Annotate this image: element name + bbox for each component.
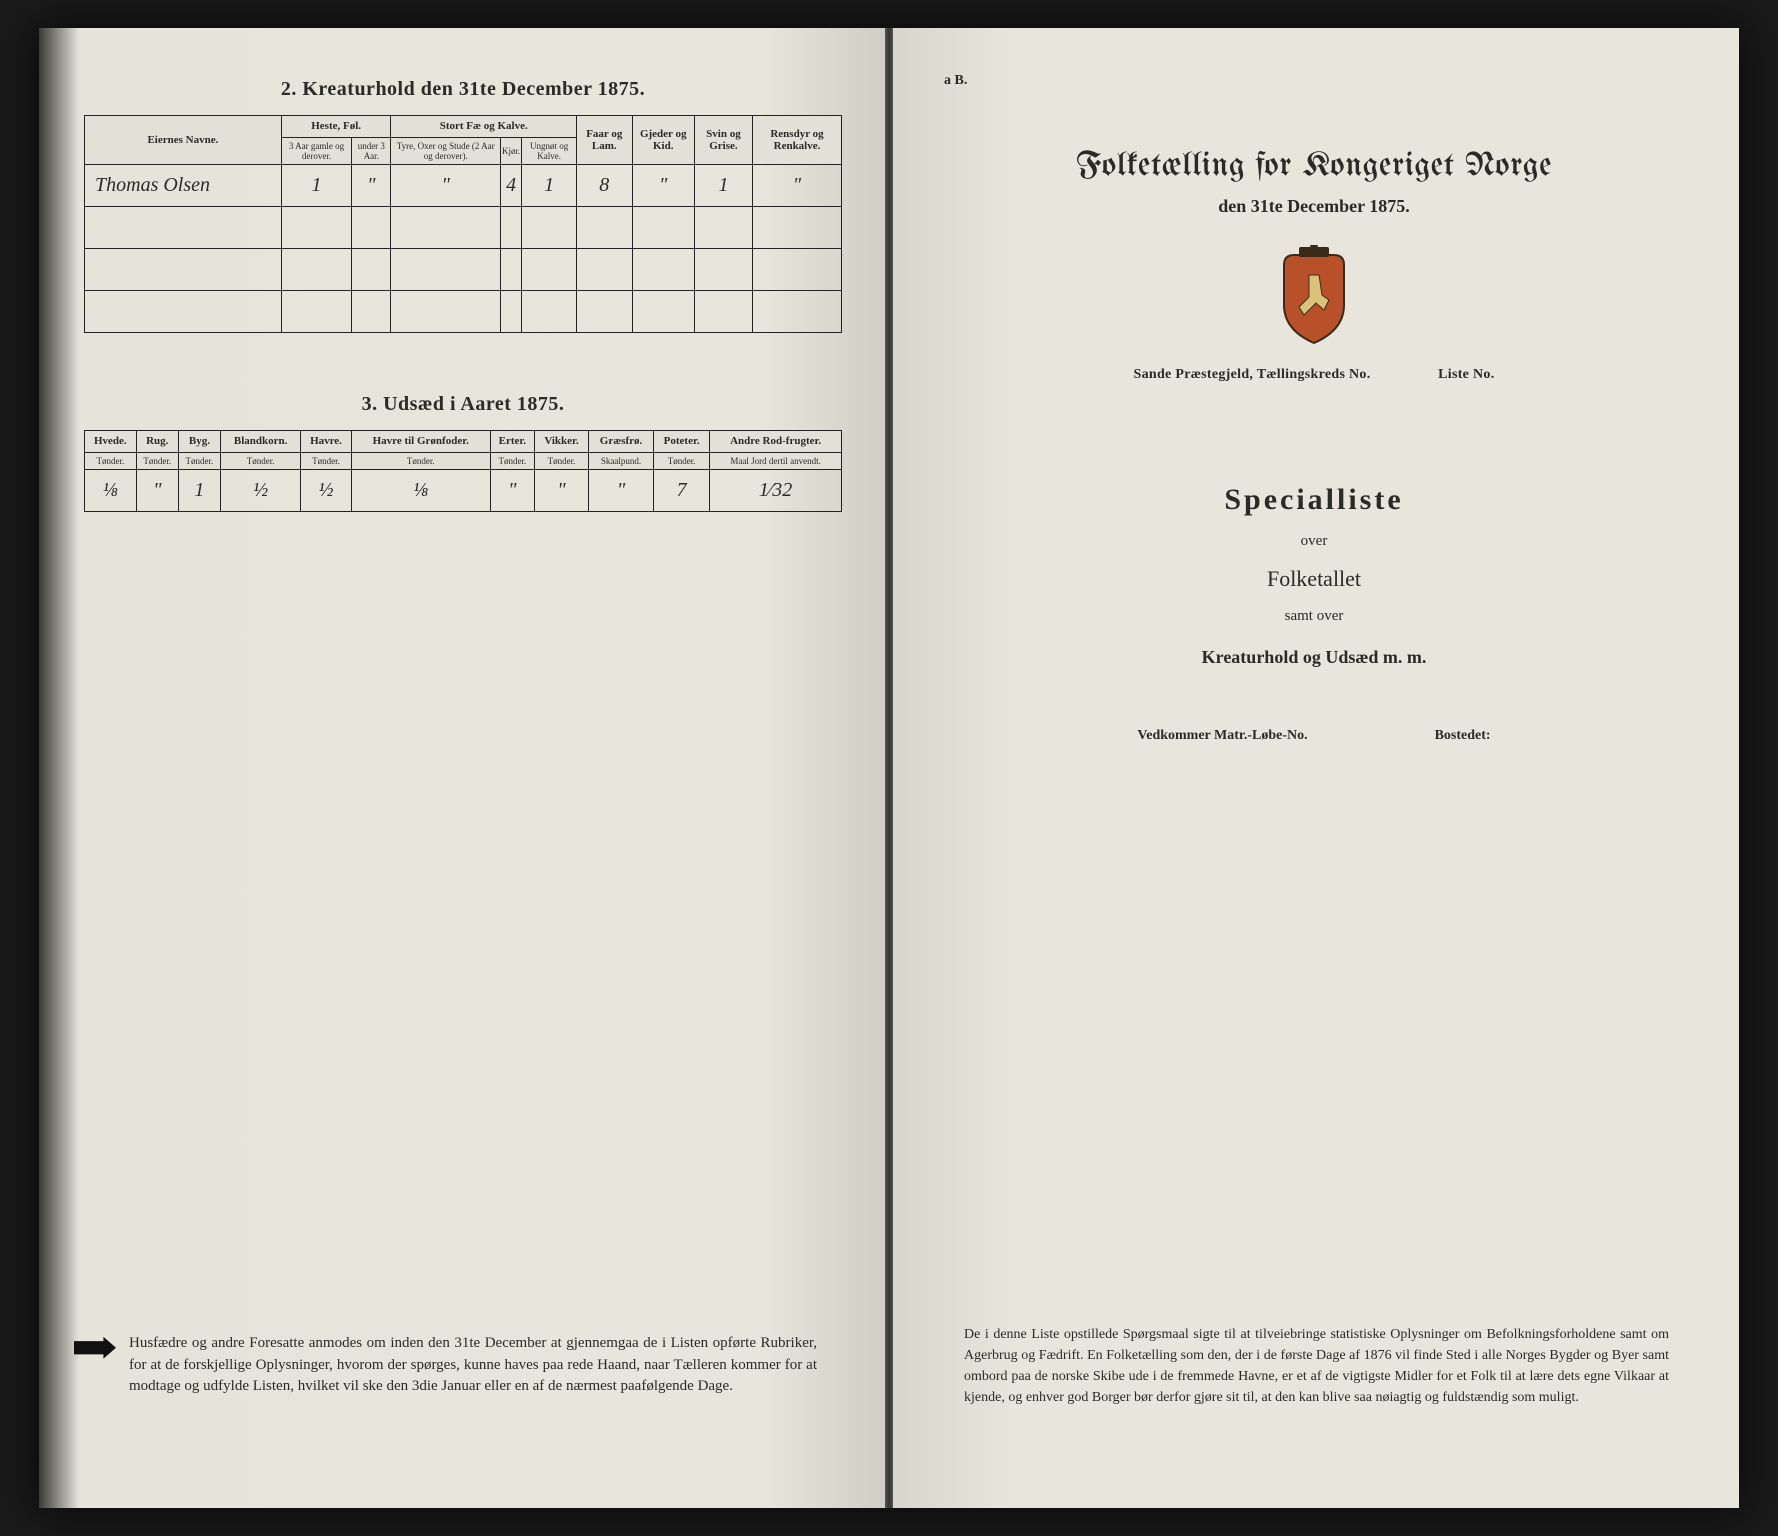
matr-b: Bostedet: <box>1435 728 1491 743</box>
th-stort-c: Ungnøt og Kalve. <box>522 137 577 165</box>
th-heste-b: under 3 Aar. <box>352 137 391 165</box>
th: Havre. <box>301 431 352 453</box>
th-stort-a: Tyre, Oxer og Stude (2 Aar og derover). <box>391 137 501 165</box>
left-footnote: Husfædre og andre Foresatte anmodes om i… <box>129 1333 817 1398</box>
th-rensdyr: Rensdyr og Renkalve. <box>753 116 842 165</box>
th-sub: Tønder. <box>136 452 178 469</box>
pointing-hand-icon <box>74 1337 116 1359</box>
note-text: Husfædre og andre Foresatte anmodes om i… <box>129 1335 817 1395</box>
th-stort: Stort Fæ og Kalve. <box>391 116 577 138</box>
cell: 1 <box>178 470 220 512</box>
parish-b: Liste No. <box>1438 367 1494 382</box>
cell: " <box>588 470 653 512</box>
cell: 1 <box>522 165 577 207</box>
cell: ½ <box>301 470 352 512</box>
cell: 4 <box>501 165 522 207</box>
table-row: Thomas Olsen 1 " " 4 1 8 " 1 " <box>85 165 842 207</box>
th: Erter. <box>490 431 534 453</box>
spec-over: over <box>934 533 1694 550</box>
table-row: ⅛ " 1 ½ ½ ⅛ " " " 7 1⁄32 <box>85 470 842 512</box>
spec-folketallet: Folketallet <box>934 566 1694 592</box>
th-gjeder: Gjeder og Kid. <box>632 116 694 165</box>
section-3-title: 3. Udsæd i Aaret 1875. <box>84 393 842 416</box>
cell: 1 <box>694 165 752 207</box>
th: Blandkorn. <box>221 431 301 453</box>
book-spread: 2. Kreaturhold den 31te December 1875. E… <box>39 28 1739 1508</box>
th: Rug. <box>136 431 178 453</box>
cell: 1⁄32 <box>710 470 842 512</box>
section-2-title: 2. Kreaturhold den 31te December 1875. <box>84 78 842 101</box>
th: Havre til Grønfoder. <box>351 431 490 453</box>
th-heste-a: 3 Aar gamle og derover. <box>281 137 351 165</box>
th-sub: Tønder. <box>535 452 589 469</box>
table-row <box>85 207 842 249</box>
th-sub: Tønder. <box>654 452 710 469</box>
cell-owner: Thomas Olsen <box>85 165 282 207</box>
cell: 8 <box>577 165 633 207</box>
th-svin: Svin og Grise. <box>694 116 752 165</box>
cell: 7 <box>654 470 710 512</box>
cell: ½ <box>221 470 301 512</box>
th-sub: Skaalpund. <box>588 452 653 469</box>
cell: " <box>632 165 694 207</box>
th-sub: Tønder. <box>85 452 137 469</box>
right-footnote: De i denne Liste opstillede Spørgsmaal s… <box>964 1324 1669 1408</box>
th: Vikker. <box>535 431 589 453</box>
th-sub: Tønder. <box>178 452 220 469</box>
census-date: den 31te December 1875. <box>934 196 1694 217</box>
cell: " <box>490 470 534 512</box>
parish-line: Sande Præstegjeld, Tællingskreds No. Lis… <box>934 367 1694 383</box>
cell: 1 <box>281 165 351 207</box>
table-udsaed: Hvede. Rug. Byg. Blandkorn. Havre. Havre… <box>84 430 842 512</box>
page-edge-shadow <box>39 28 79 1508</box>
cell: " <box>535 470 589 512</box>
th: Hvede. <box>85 431 137 453</box>
matr-a: Vedkommer Matr.-Løbe-No. <box>1137 728 1307 743</box>
th: Byg. <box>178 431 220 453</box>
matr-line: Vedkommer Matr.-Løbe-No. Bostedet: <box>934 728 1694 744</box>
th-faar: Faar og Lam. <box>577 116 633 165</box>
spine <box>885 28 893 1508</box>
cell: " <box>352 165 391 207</box>
table-kreaturhold: Eiernes Navne. Heste, Føl. Stort Fæ og K… <box>84 115 842 333</box>
cell: ⅛ <box>85 470 137 512</box>
cell: " <box>136 470 178 512</box>
th: Græsfrø. <box>588 431 653 453</box>
parish-a: Sande Præstegjeld, Tællingskreds No. <box>1133 367 1370 382</box>
table-row <box>85 291 842 333</box>
th-sub: Tønder. <box>221 452 301 469</box>
main-title: Folketælling for Kongeriget Norge <box>934 148 1694 184</box>
cell: " <box>753 165 842 207</box>
table-row <box>85 249 842 291</box>
cell: ⅛ <box>351 470 490 512</box>
th-owner: Eiernes Navne. <box>85 116 282 165</box>
th: Andre Rod-frugter. <box>710 431 842 453</box>
cell: " <box>391 165 501 207</box>
spec-kreatur: Kreaturhold og Udsæd m. m. <box>934 647 1694 668</box>
specialliste-title: Specialliste <box>934 483 1694 517</box>
spec-samt: samt over <box>934 608 1694 625</box>
th-sub: Tønder. <box>351 452 490 469</box>
th-sub: Tønder. <box>301 452 352 469</box>
th: Poteter. <box>654 431 710 453</box>
th-stort-b: Kjør. <box>501 137 522 165</box>
schema-label: a B. <box>944 73 967 89</box>
th-sub: Tønder. <box>490 452 534 469</box>
page-right: a B. Folketælling for Kongeriget Norge d… <box>889 28 1739 1508</box>
th-sub: Maal Jord dertil anvendt. <box>710 452 842 469</box>
page-left: 2. Kreaturhold den 31te December 1875. E… <box>39 28 889 1508</box>
th-heste: Heste, Føl. <box>281 116 391 138</box>
coat-of-arms-icon <box>1274 245 1354 345</box>
